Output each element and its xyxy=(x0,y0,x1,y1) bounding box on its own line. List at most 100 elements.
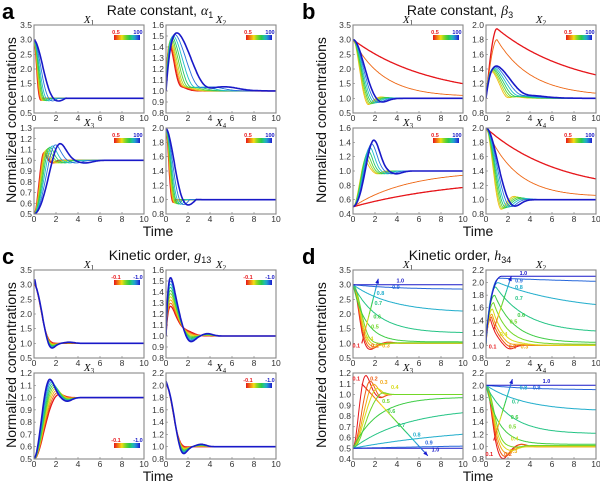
subplot-title-var: X xyxy=(402,259,411,271)
y-tick-label: 1.3 xyxy=(152,53,164,63)
y-tick-label: 1.5 xyxy=(20,324,32,334)
y-tick-label: 0.5 xyxy=(339,108,351,118)
series-label: 0.2 xyxy=(509,345,517,351)
plot-frame xyxy=(33,127,145,215)
series-label: 0.8 xyxy=(520,386,528,392)
x-tick-label: 4 xyxy=(395,214,400,224)
colorbar xyxy=(114,138,140,143)
subplot-title-var: X xyxy=(402,117,411,129)
subplot-title: X3 xyxy=(402,117,414,130)
series-group xyxy=(34,142,144,214)
series-group xyxy=(353,139,463,208)
x-tick-label: 10 xyxy=(458,214,468,224)
y-tick-label: 0.8 xyxy=(152,454,164,464)
x-tick-label: 10 xyxy=(458,113,468,123)
y-tick-label: 1.0 xyxy=(20,93,32,103)
panel-title-param: g xyxy=(194,249,201,264)
series-label: 0.5 xyxy=(510,319,518,325)
x-tick-label: 2 xyxy=(186,358,191,368)
x-tick-label: 8 xyxy=(252,358,257,368)
series-line xyxy=(486,302,596,346)
colorbar-max-label: 100 xyxy=(133,133,142,139)
y-tick-label: 0.8 xyxy=(152,209,164,219)
y-tick-label: 1.2 xyxy=(152,309,164,319)
panel-title-text: Kinetic order, xyxy=(109,247,195,263)
x-tick-label: 2 xyxy=(373,214,378,224)
arrow-segment xyxy=(363,330,366,334)
x-tick-label: 6 xyxy=(98,214,103,224)
arrow-segment xyxy=(384,408,389,413)
y-tick-label: 1.2 xyxy=(472,328,484,338)
series-line xyxy=(353,284,463,312)
y-tick-label: 0.9 xyxy=(152,342,164,352)
series-line xyxy=(486,128,596,207)
x-tick-label: 2 xyxy=(186,214,191,224)
arrow-segment xyxy=(371,394,376,399)
series-line xyxy=(486,385,596,445)
x-tick-label: 10 xyxy=(458,358,468,368)
y-tick-label: 1.2 xyxy=(152,429,164,439)
plot-frame xyxy=(33,24,145,114)
y-tick-label: 1.4 xyxy=(339,137,351,147)
series-line xyxy=(353,284,463,290)
x-tick-label: 4 xyxy=(208,214,213,224)
arrow-segment xyxy=(367,390,373,395)
y-tick-label: 1.8 xyxy=(152,393,164,403)
series-label: 0.8 xyxy=(377,291,385,297)
x-tick-label: 10 xyxy=(591,358,600,368)
subplot-title-sub: 1 xyxy=(410,264,414,272)
y-tick-label: 2.0 xyxy=(152,380,164,390)
colorbar-max-label: 100 xyxy=(585,133,594,139)
colorbar-min-label: 0.5 xyxy=(431,133,439,139)
panel-title-subscript: 13 xyxy=(201,255,211,265)
series-line xyxy=(486,282,596,346)
subplot-title-var: X xyxy=(83,14,92,26)
series-label: 1.0 xyxy=(543,379,551,385)
arrow-segment xyxy=(495,428,498,432)
y-tick-label: 1.4 xyxy=(472,417,484,427)
series-label: 0.2 xyxy=(371,344,379,350)
y-tick-label: 1.0 xyxy=(472,195,484,205)
subplot-title-sub: 4 xyxy=(543,122,547,130)
panel-title-param: β xyxy=(500,4,508,19)
subplot-title-sub: 1 xyxy=(91,264,95,272)
x-tick-label: 8 xyxy=(252,459,257,469)
arrow-segment xyxy=(508,388,511,392)
x-tick-label: 8 xyxy=(120,459,125,469)
subplot-a-x1: X10 2 4 6 8 100.51.01.52.02.53.03.50.5 100 xyxy=(20,14,149,123)
panel-letter: a xyxy=(2,0,15,24)
y-tick-label: 1.3 xyxy=(152,298,164,308)
arrow-segment xyxy=(509,385,512,389)
x-tick-label: 4 xyxy=(528,113,533,123)
arrow-segment xyxy=(503,403,506,407)
subplot-title-var: X xyxy=(402,362,411,374)
arrow-segment xyxy=(505,397,508,401)
arrow-segment xyxy=(375,285,378,289)
x-tick-label: 10 xyxy=(591,214,600,224)
series-label: 0.9 xyxy=(515,279,523,285)
arrow-segment xyxy=(507,391,510,395)
y-tick-label: 0.5 xyxy=(339,443,351,453)
subplot-title: X2 xyxy=(535,14,547,27)
y-tick-label: 2.5 xyxy=(20,294,32,304)
colorbar-min-label: 0.5 xyxy=(431,30,439,36)
y-tick-label: 1.4 xyxy=(472,315,484,325)
y-tick-label: 0.8 xyxy=(152,353,164,363)
arrow-segment xyxy=(501,302,504,306)
y-tick-label: 0.8 xyxy=(339,411,351,421)
colorbar-max-label: 100 xyxy=(452,133,461,139)
subplot-title-sub: 4 xyxy=(223,367,227,375)
arrow-head-icon xyxy=(508,276,512,282)
y-tick-label: 1.0 xyxy=(472,93,484,103)
arrow-segment xyxy=(494,434,497,438)
arrow-segment xyxy=(498,310,501,314)
y-tick-label: 1.0 xyxy=(20,393,32,403)
colorbar-min-label: 0.5 xyxy=(244,30,252,36)
subplot-c-x1: X10 2 4 6 8 100.51.01.52.02.53.03.5-0.1 -1.0 xyxy=(20,259,149,368)
colorbar-min-label: -0.1 xyxy=(243,275,252,281)
panel-title: Kinetic order, h34 xyxy=(409,247,512,265)
subplot-b-x1: X10 2 4 6 8 100.51.01.52.02.53.03.50.5 100 xyxy=(339,14,468,123)
x-tick-label: 8 xyxy=(439,358,444,368)
